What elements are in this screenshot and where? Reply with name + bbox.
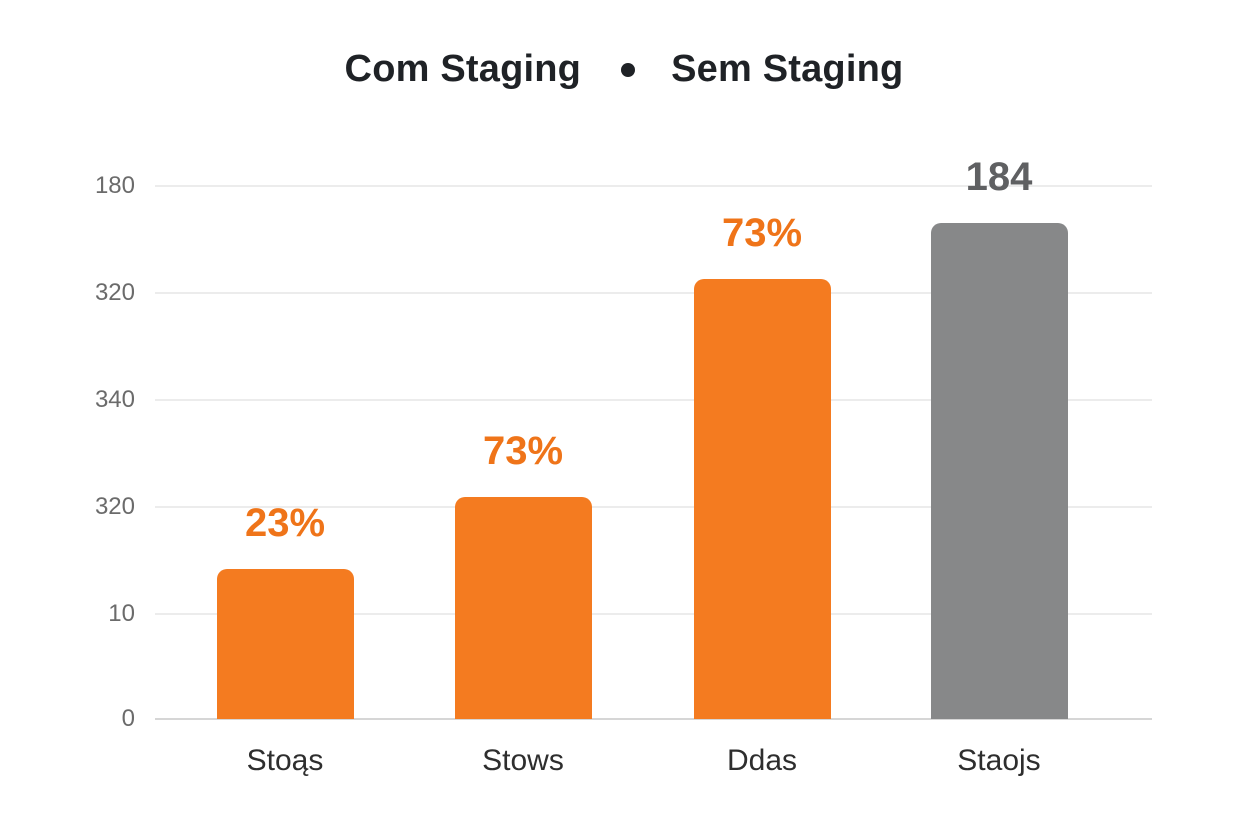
bar-value-label: 23%: [244, 501, 326, 545]
bar-value-label: 73%: [482, 429, 564, 473]
legend-entry-sem-staging: Sem Staging: [671, 48, 904, 90]
legend-entry-com-staging: Com Staging: [344, 48, 582, 90]
y-axis-tick-label: 0: [121, 705, 135, 732]
x-axis-category-label: Ddas: [726, 744, 798, 777]
bar-value-label: 73%: [721, 211, 803, 255]
y-axis-tick-label: 10: [108, 600, 135, 627]
x-axis-baseline: [155, 718, 1152, 720]
x-axis-category-label: Stoąs: [246, 744, 324, 777]
x-axis-category-label: Stows: [482, 744, 564, 777]
gridline: [155, 292, 1152, 294]
legend-separator-dot-icon: [621, 62, 636, 77]
bar-1: [217, 569, 354, 719]
gridline: [155, 506, 1152, 508]
y-axis-tick-label: 320: [94, 279, 135, 306]
y-axis-tick-label: 320: [94, 493, 135, 520]
bar-3: [694, 279, 831, 719]
chart-legend: Com Staging Sem Staging: [0, 48, 1248, 91]
y-axis-tick-label: 180: [94, 172, 135, 199]
gridline: [155, 399, 1152, 401]
gridline: [155, 185, 1152, 187]
bar-4: [931, 223, 1068, 719]
bar-2: [455, 497, 592, 719]
x-axis-category-label: Staojs: [957, 744, 1041, 777]
bar-value-label: 184: [965, 155, 1033, 199]
gridline: [155, 613, 1152, 615]
y-axis-tick-label: 340: [94, 386, 135, 413]
